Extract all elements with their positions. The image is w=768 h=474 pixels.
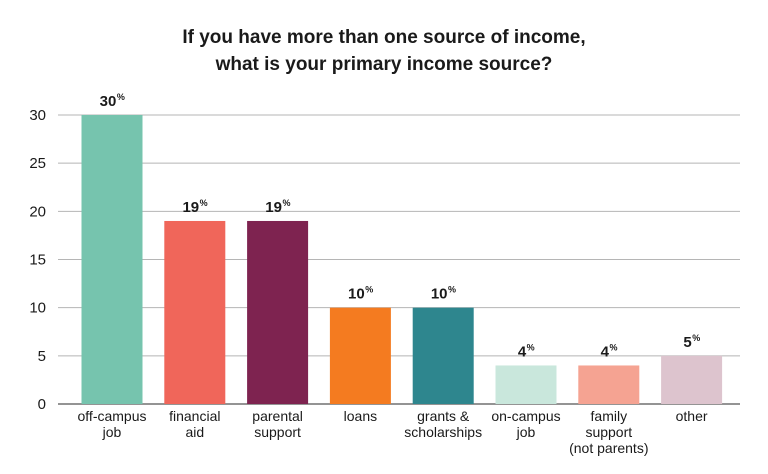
y-tick-label: 25 — [29, 155, 46, 172]
x-category-label: support — [254, 424, 301, 440]
x-category-label: family — [591, 408, 628, 424]
x-category-label: off-campus — [78, 408, 147, 424]
bar-7 — [661, 355, 723, 404]
data-label: 4 — [518, 343, 527, 360]
x-category-label: support — [585, 424, 632, 440]
bar-3 — [329, 307, 391, 404]
x-category-label: job — [516, 424, 536, 440]
x-category-label: aid — [185, 424, 204, 440]
data-label: 5 — [683, 334, 691, 351]
y-tick-label: 0 — [38, 396, 46, 413]
x-category-label: job — [102, 424, 122, 440]
y-tick-label: 20 — [29, 203, 46, 220]
data-label-percent-sign: % — [527, 342, 535, 352]
data-label-percent-sign: % — [692, 333, 700, 343]
x-category-label: parental — [252, 408, 303, 424]
x-category-label: (not parents) — [569, 440, 648, 456]
x-category-label: scholarships — [404, 424, 482, 440]
x-category-label: financial — [169, 408, 220, 424]
y-tick-label: 15 — [29, 252, 46, 269]
data-label-percent-sign: % — [282, 198, 290, 208]
bar-6 — [578, 365, 640, 404]
y-tick-label: 10 — [29, 300, 46, 317]
bar-2 — [247, 220, 309, 404]
data-label: 30 — [100, 93, 117, 110]
bar-0 — [81, 115, 143, 404]
data-label-percent-sign: % — [200, 198, 208, 208]
gridlines — [58, 114, 740, 405]
data-label-percent-sign: % — [365, 285, 373, 295]
data-label: 19 — [182, 199, 199, 216]
bar-4 — [412, 307, 474, 404]
data-label-percent-sign: % — [117, 92, 125, 102]
x-category-label: on-campus — [491, 408, 560, 424]
chart-title-line-1: If you have more than one source of inco… — [182, 27, 586, 48]
x-category-label: loans — [344, 408, 377, 424]
bars — [81, 115, 723, 404]
bar-5 — [495, 365, 557, 404]
data-labels: 30 %19% 19 %10% 10 %4% 4% 5% — [100, 92, 701, 360]
y-axis-labels: 0 5 10 15 20 25 30 — [29, 107, 46, 413]
x-axis-labels: off-campusjobfinancialaidparentalsupport… — [78, 408, 708, 456]
data-label: 4 — [601, 343, 610, 360]
data-label-percent-sign: % — [609, 342, 617, 352]
data-label: 10 — [348, 286, 365, 303]
chart-title: If you have more than one source of inco… — [0, 24, 768, 78]
bar-1 — [164, 220, 226, 404]
y-tick-label: 5 — [38, 348, 46, 365]
data-label: 10 — [431, 286, 448, 303]
data-label-percent-sign: % — [448, 285, 456, 295]
x-category-label: other — [676, 408, 708, 424]
x-category-label: grants & — [417, 408, 470, 424]
y-tick-label: 30 — [29, 107, 46, 124]
chart-title-line-2: what is your primary income source? — [215, 54, 553, 75]
data-label: 19 — [265, 199, 282, 216]
